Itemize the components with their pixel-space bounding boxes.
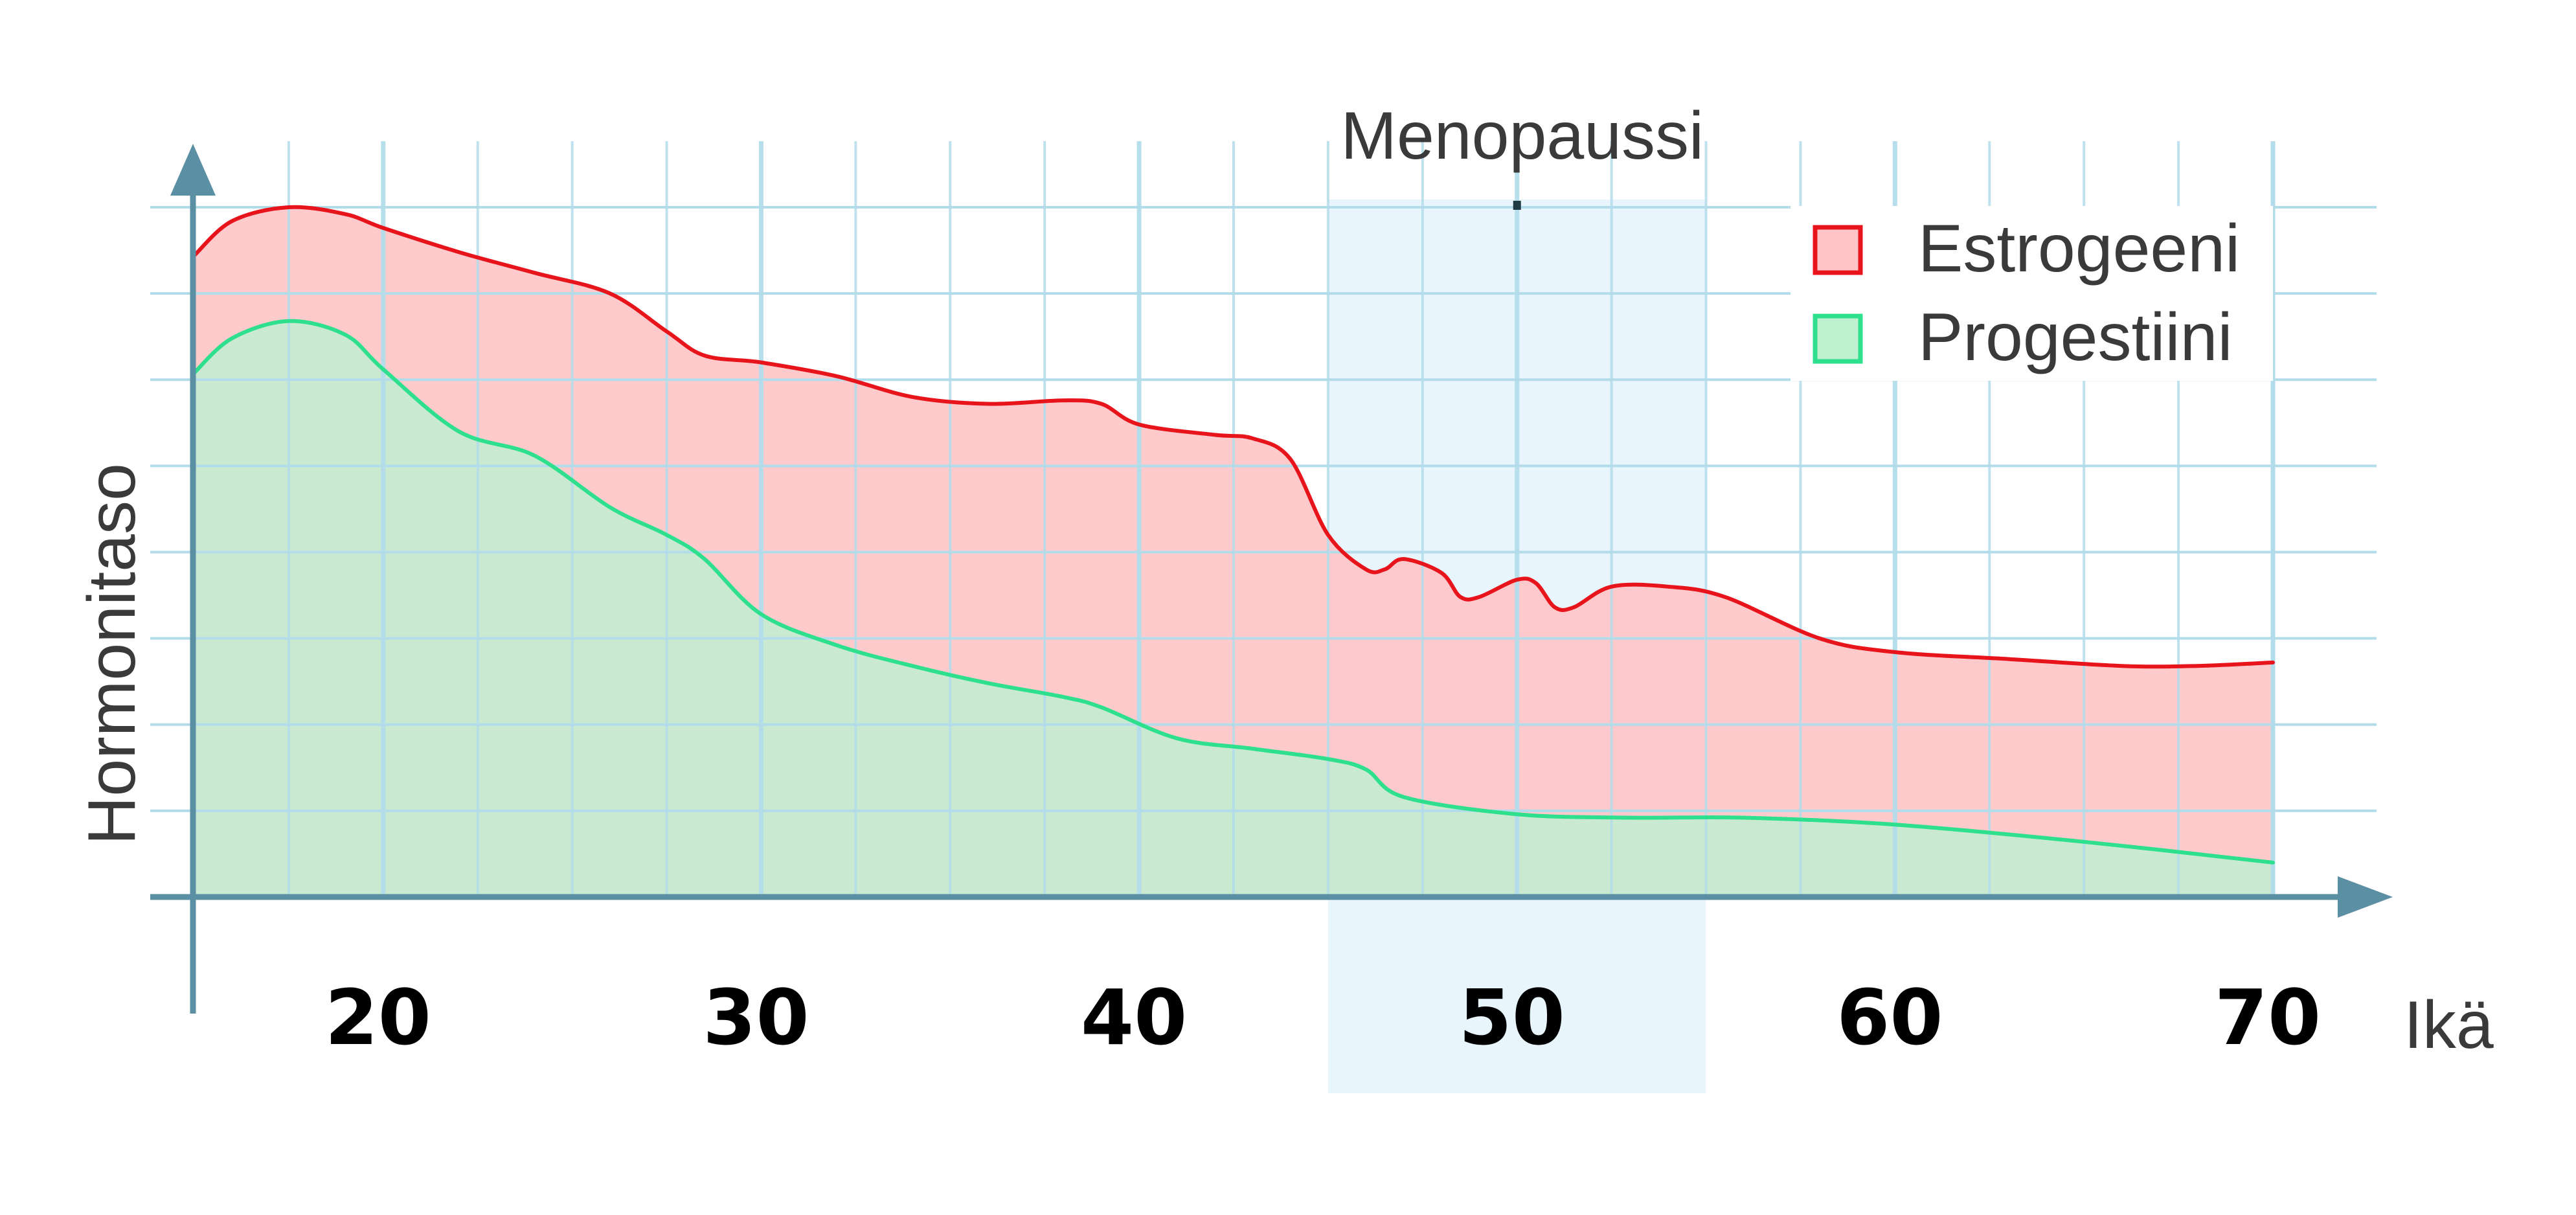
y-axis-title: Hormonitaso	[74, 463, 150, 845]
x-tick-label: 20	[325, 973, 431, 1062]
x-tick-label: 30	[703, 973, 809, 1062]
legend-label-progestiini: Progestiini	[1918, 300, 2233, 375]
line-estrogeeni	[192, 205, 2275, 669]
line-progestiini	[192, 319, 2275, 865]
y-axis-arrow-icon	[170, 144, 216, 196]
x-axis-title: Ikä	[2404, 988, 2494, 1063]
x-axis-arrow-icon	[2338, 876, 2393, 918]
legend-label-estrogeeni: Estrogeeni	[1918, 211, 2240, 286]
legend-swatch-estrogeeni	[1813, 225, 1863, 275]
menopause-marker	[1513, 201, 1521, 210]
legend-box	[1791, 206, 2273, 381]
menopause-label: Menopaussi	[1340, 98, 1704, 174]
x-tick-label: 50	[1459, 973, 1565, 1062]
x-tick-label: 60	[1836, 973, 1943, 1062]
area-progestiini	[194, 321, 2273, 898]
legend-swatch-progestiini	[1813, 313, 1863, 364]
x-tick-label: 70	[2215, 973, 2321, 1062]
x-tick-label: 40	[1081, 973, 1187, 1062]
